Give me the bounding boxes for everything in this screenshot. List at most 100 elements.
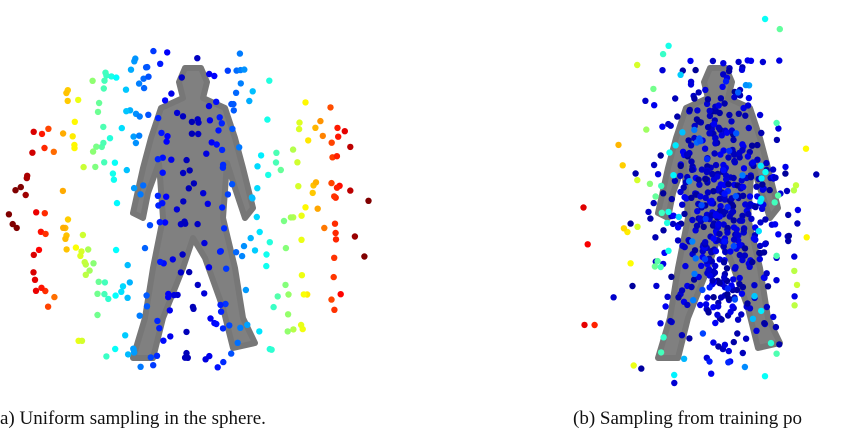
sample-point xyxy=(298,322,304,328)
sample-point xyxy=(720,60,726,66)
sample-point xyxy=(813,171,819,177)
sample-point xyxy=(217,114,223,120)
sample-point xyxy=(691,127,697,133)
sample-point xyxy=(236,144,242,150)
sample-point xyxy=(283,245,289,251)
sample-point xyxy=(220,162,226,168)
sample-point xyxy=(762,373,768,379)
sample-point xyxy=(310,190,316,196)
sample-point xyxy=(674,113,680,119)
sample-point xyxy=(78,248,84,254)
sample-point xyxy=(786,233,792,239)
sample-point xyxy=(631,362,637,368)
sample-point xyxy=(100,124,106,130)
sample-point xyxy=(718,316,724,322)
sample-point xyxy=(730,137,736,143)
sample-point xyxy=(33,209,39,215)
sample-point xyxy=(742,252,748,258)
sample-point xyxy=(620,162,626,168)
sample-point xyxy=(321,225,327,231)
sample-point xyxy=(749,259,755,265)
sample-point xyxy=(63,246,69,252)
sample-point xyxy=(164,49,170,55)
sample-point xyxy=(118,289,124,295)
sample-point xyxy=(705,96,711,102)
sample-point xyxy=(775,231,781,237)
sample-point xyxy=(687,58,693,64)
sample-point xyxy=(757,256,763,262)
sample-point xyxy=(791,293,797,299)
sample-point xyxy=(720,167,726,173)
sample-point xyxy=(730,208,736,214)
sample-point xyxy=(125,351,131,357)
sample-point xyxy=(757,112,763,118)
sample-point xyxy=(223,266,229,272)
sample-point xyxy=(101,78,107,84)
sample-point xyxy=(751,282,757,288)
sample-point xyxy=(332,221,338,227)
sample-point xyxy=(772,221,778,227)
sample-point xyxy=(691,271,697,277)
sample-point xyxy=(694,116,700,122)
sample-point xyxy=(658,183,664,189)
sample-point xyxy=(110,170,116,176)
sample-point xyxy=(328,296,334,302)
sample-point xyxy=(14,225,20,231)
sample-point xyxy=(157,259,163,265)
sample-point xyxy=(189,131,195,137)
sample-point xyxy=(282,282,288,288)
sample-point xyxy=(702,87,708,93)
sample-point xyxy=(677,173,683,179)
sample-point xyxy=(270,304,276,310)
sample-point xyxy=(331,255,337,261)
sample-point xyxy=(170,256,176,262)
sample-point xyxy=(698,202,704,208)
sample-point xyxy=(742,245,748,251)
sample-point xyxy=(705,124,711,130)
sample-point xyxy=(704,156,710,162)
sample-point xyxy=(585,241,591,247)
sample-point xyxy=(190,306,196,312)
sample-point xyxy=(690,297,696,303)
sample-point xyxy=(731,158,737,164)
sample-point xyxy=(677,72,683,78)
sample-point xyxy=(60,225,66,231)
sample-point xyxy=(709,171,715,177)
sample-point xyxy=(160,338,166,344)
sample-point xyxy=(668,274,674,280)
sample-point xyxy=(165,291,171,297)
sample-point xyxy=(241,66,247,72)
sample-point xyxy=(263,251,269,257)
sample-point xyxy=(215,364,221,370)
sample-point xyxy=(334,125,340,131)
sample-point xyxy=(219,204,225,210)
sample-point xyxy=(731,236,737,242)
sample-point xyxy=(765,283,771,289)
sample-point xyxy=(748,58,754,64)
sample-point xyxy=(331,307,337,313)
sample-point xyxy=(112,292,118,298)
sample-point xyxy=(757,198,763,204)
sample-point xyxy=(668,123,674,129)
sample-point xyxy=(75,97,81,103)
sample-point xyxy=(794,220,800,226)
sample-point xyxy=(331,193,337,199)
sample-point xyxy=(164,133,170,139)
sample-point xyxy=(103,353,109,359)
sample-point xyxy=(675,294,681,300)
sample-point xyxy=(725,285,731,291)
sample-point xyxy=(130,133,136,139)
sample-point xyxy=(717,151,723,157)
sample-point xyxy=(157,61,163,67)
sample-point xyxy=(317,118,323,124)
sample-point xyxy=(679,129,685,135)
sample-point xyxy=(100,140,106,146)
sample-point xyxy=(732,265,738,271)
sample-point xyxy=(96,100,102,106)
sample-point xyxy=(142,245,148,251)
sample-point xyxy=(237,50,243,56)
sample-point xyxy=(774,137,780,143)
sample-point xyxy=(23,192,29,198)
sample-point xyxy=(119,125,125,131)
sample-point xyxy=(213,99,219,105)
